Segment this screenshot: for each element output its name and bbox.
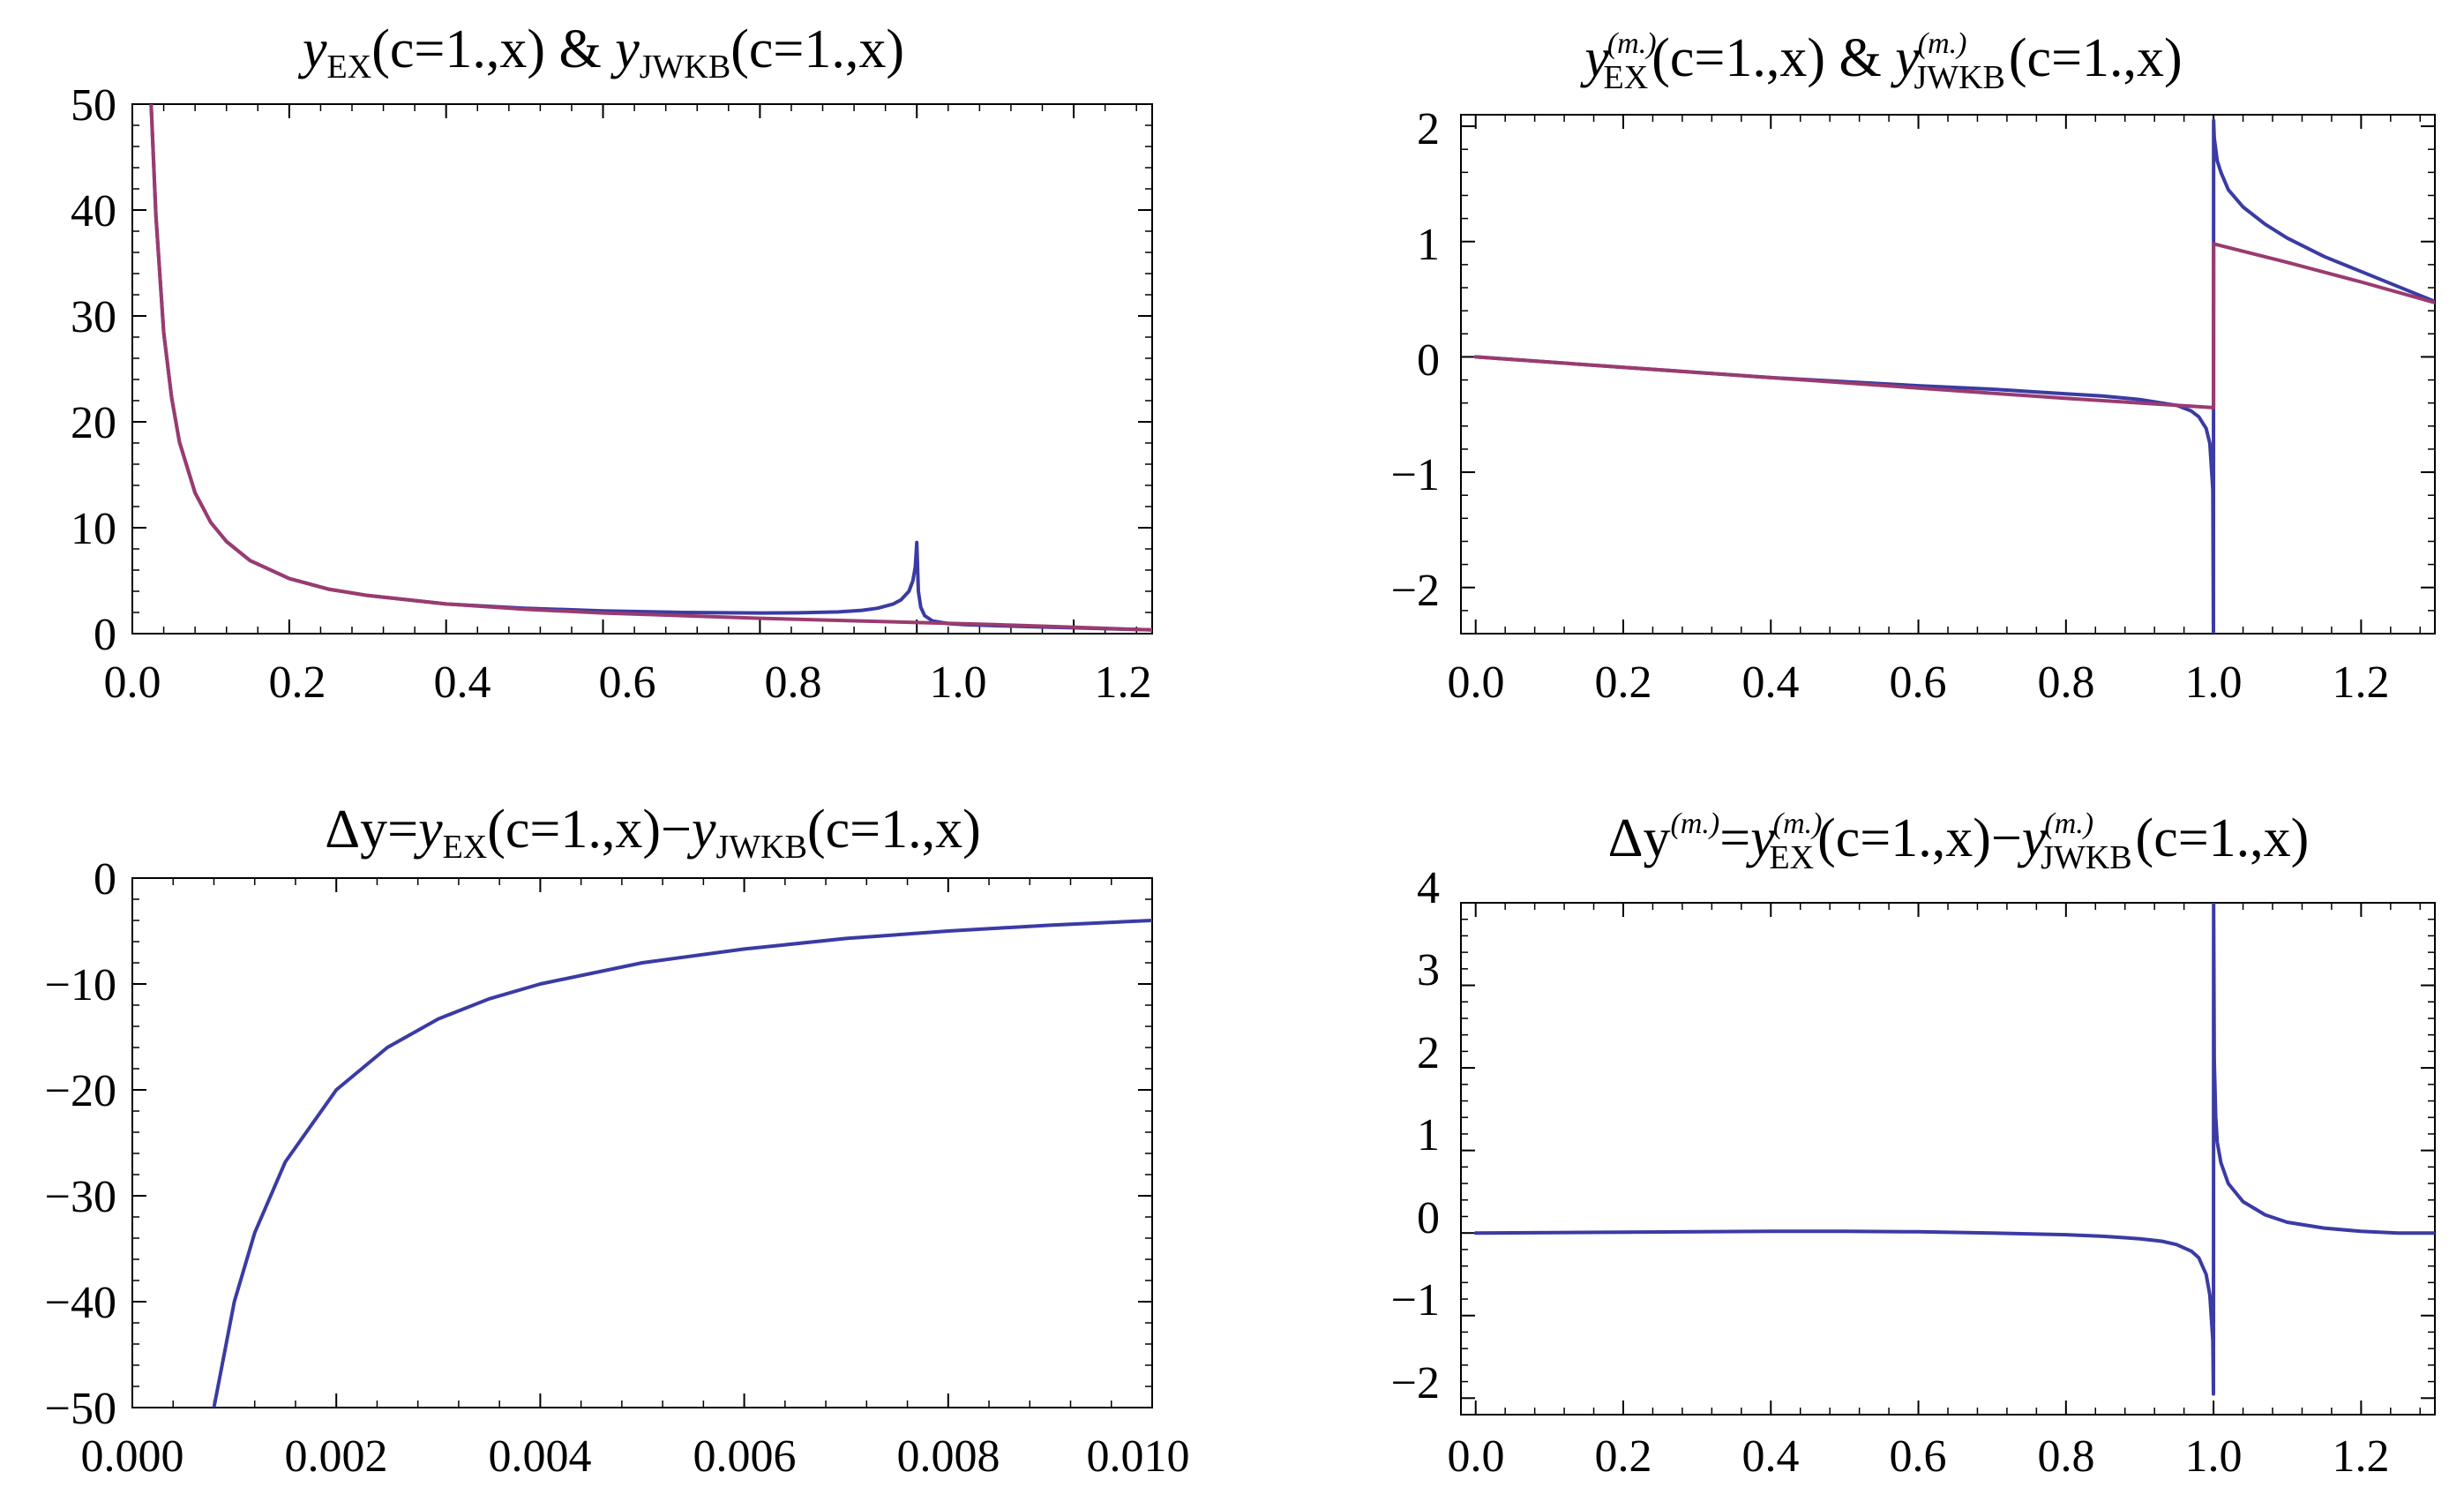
chart-bottom-right-frame xyxy=(1460,902,2436,1416)
x-tick-label: 1.0 xyxy=(2185,1431,2243,1482)
y-tick-label: 0 xyxy=(94,610,116,660)
x-tick-label: 0.010 xyxy=(1087,1431,1190,1482)
y-tick-label: −50 xyxy=(45,1384,116,1434)
y-tick-label: −20 xyxy=(45,1066,116,1116)
x-tick-label: 0.4 xyxy=(1742,657,1800,708)
x-tick-label: 0.2 xyxy=(1595,1431,1652,1482)
y-tick-label: −2 xyxy=(1391,566,1440,616)
chart-bottom-right-x-ticks: 0.0 0.2 0.4 0.6 0.8 1.0 1.2 xyxy=(1448,1431,2390,1482)
x-tick-label: 0.8 xyxy=(2038,1431,2095,1482)
chart-bottom-left-title: Δy=yEX(c=1.,x)−yJWKB(c=1.,x) xyxy=(325,800,981,866)
y-tick-label: 2 xyxy=(1417,104,1440,154)
series-line-exact xyxy=(212,919,1152,1408)
p2-marks xyxy=(1461,115,2435,635)
chart-top-left-frame xyxy=(131,103,1153,635)
y-tick-label: 3 xyxy=(1417,945,1440,995)
chart-top-left-y-ticks: 0 10 20 30 40 50 xyxy=(71,80,116,660)
x-tick-label: 0.008 xyxy=(897,1431,1000,1482)
chart-top-right-y-ticks: −2 −1 0 1 2 xyxy=(1391,104,1440,616)
chart-top-right-x-ticks: 0.0 0.2 0.4 0.6 0.8 1.0 1.2 xyxy=(1448,657,2390,708)
x-tick-label: 0.0 xyxy=(1448,1431,1505,1482)
x-tick-label: 0.4 xyxy=(434,657,491,708)
chart-bottom-left-frame xyxy=(131,877,1153,1408)
x-tick-label: 0.2 xyxy=(269,657,326,708)
chart-bottom-right-y-ticks: −2 −1 0 1 2 3 4 xyxy=(1391,863,1440,1408)
x-tick-label: 1.0 xyxy=(2185,657,2243,708)
chart-top-left: yEX(c=1.,x) & yJWKB(c=1.,x) 0.0 0.2 0.4 … xyxy=(71,19,1153,708)
x-tick-label: 0.0 xyxy=(104,657,161,708)
x-tick-label: 0.6 xyxy=(1890,1431,1947,1482)
chart-top-left-x-ticks: 0.0 0.2 0.4 0.6 0.8 1.0 1.2 xyxy=(104,657,1152,708)
chart-top-left-title: yEX(c=1.,x) & yJWKB(c=1.,x) xyxy=(297,19,904,86)
series-line-exact xyxy=(1473,118,2435,634)
chart-top-right-frame xyxy=(1460,114,2436,635)
x-tick-label: 0.4 xyxy=(1742,1431,1800,1482)
y-tick-label: −30 xyxy=(45,1172,116,1222)
y-tick-label: 2 xyxy=(1417,1028,1440,1078)
x-tick-label: 0.006 xyxy=(693,1431,797,1482)
x-tick-label: 0.2 xyxy=(1595,657,1652,708)
y-tick-label: 10 xyxy=(71,504,116,554)
x-tick-label: 0.6 xyxy=(599,657,656,708)
series-line-jwkb xyxy=(1473,242,2435,409)
x-tick-label: 1.2 xyxy=(1095,657,1152,708)
y-tick-label: 4 xyxy=(1417,863,1440,913)
x-tick-label: 1.2 xyxy=(2333,657,2390,708)
chart-bottom-right: Δy(m.)=y(m.) EX(c=1.,x)−y(m.) JWKB(c=1.,x)… xyxy=(1391,807,2436,1482)
chart-bottom-left-y-ticks: −50 −40 −30 −20 −10 0 xyxy=(45,854,116,1434)
chart-top-right-title: y(m.) EX(c=1.,x) & y(m.) JWKB(c=1.,x) xyxy=(1579,27,2182,96)
x-tick-label: 1.2 xyxy=(2333,1431,2390,1482)
series-line-jwkb xyxy=(149,104,1152,632)
p4-marks xyxy=(1461,902,2435,1416)
x-tick-label: 0.004 xyxy=(489,1431,592,1482)
y-tick-label: 1 xyxy=(1417,220,1440,270)
x-tick-label: 0.0 xyxy=(1448,657,1505,708)
x-tick-label: 0.8 xyxy=(765,657,822,708)
y-tick-label: 40 xyxy=(71,186,116,237)
y-tick-label: 20 xyxy=(71,398,116,448)
chart-bottom-left: Δy=yEX(c=1.,x)−yJWKB(c=1.,x) 0.000 0.002… xyxy=(45,800,1190,1482)
chart-top-right: y(m.) EX(c=1.,x) & y(m.) JWKB(c=1.,x) 0.0 … xyxy=(1391,27,2436,708)
chart-bottom-right-title: Δy(m.)=y(m.) EX(c=1.,x)−y(m.) JWKB(c=1.,x) xyxy=(1608,807,2310,876)
series-line-exact xyxy=(149,104,1152,632)
y-tick-label: 0 xyxy=(94,854,116,905)
x-tick-label: 0.002 xyxy=(285,1431,388,1482)
y-tick-label: 50 xyxy=(71,80,116,131)
y-tick-label: 30 xyxy=(71,292,116,342)
p1-marks xyxy=(131,103,1152,635)
y-tick-label: −2 xyxy=(1391,1358,1440,1408)
x-tick-label: 0.6 xyxy=(1890,657,1947,708)
y-tick-label: −40 xyxy=(45,1278,116,1328)
x-tick-label: 1.0 xyxy=(930,657,987,708)
chart-bottom-left-x-ticks: 0.000 0.002 0.004 0.006 0.008 0.010 xyxy=(81,1431,1190,1482)
x-tick-label: 0.8 xyxy=(2038,657,2095,708)
y-tick-label: −1 xyxy=(1391,450,1440,500)
y-tick-label: 0 xyxy=(1417,1193,1440,1243)
y-tick-label: 0 xyxy=(1417,335,1440,386)
series-line-exact xyxy=(1473,903,2435,1396)
y-tick-label: −10 xyxy=(45,960,116,1010)
x-tick-label: 0.000 xyxy=(81,1431,184,1482)
p3-marks xyxy=(131,877,1153,1408)
y-tick-label: −1 xyxy=(1391,1275,1440,1326)
chart-marks xyxy=(131,103,2435,1416)
y-tick-label: 1 xyxy=(1417,1110,1440,1160)
